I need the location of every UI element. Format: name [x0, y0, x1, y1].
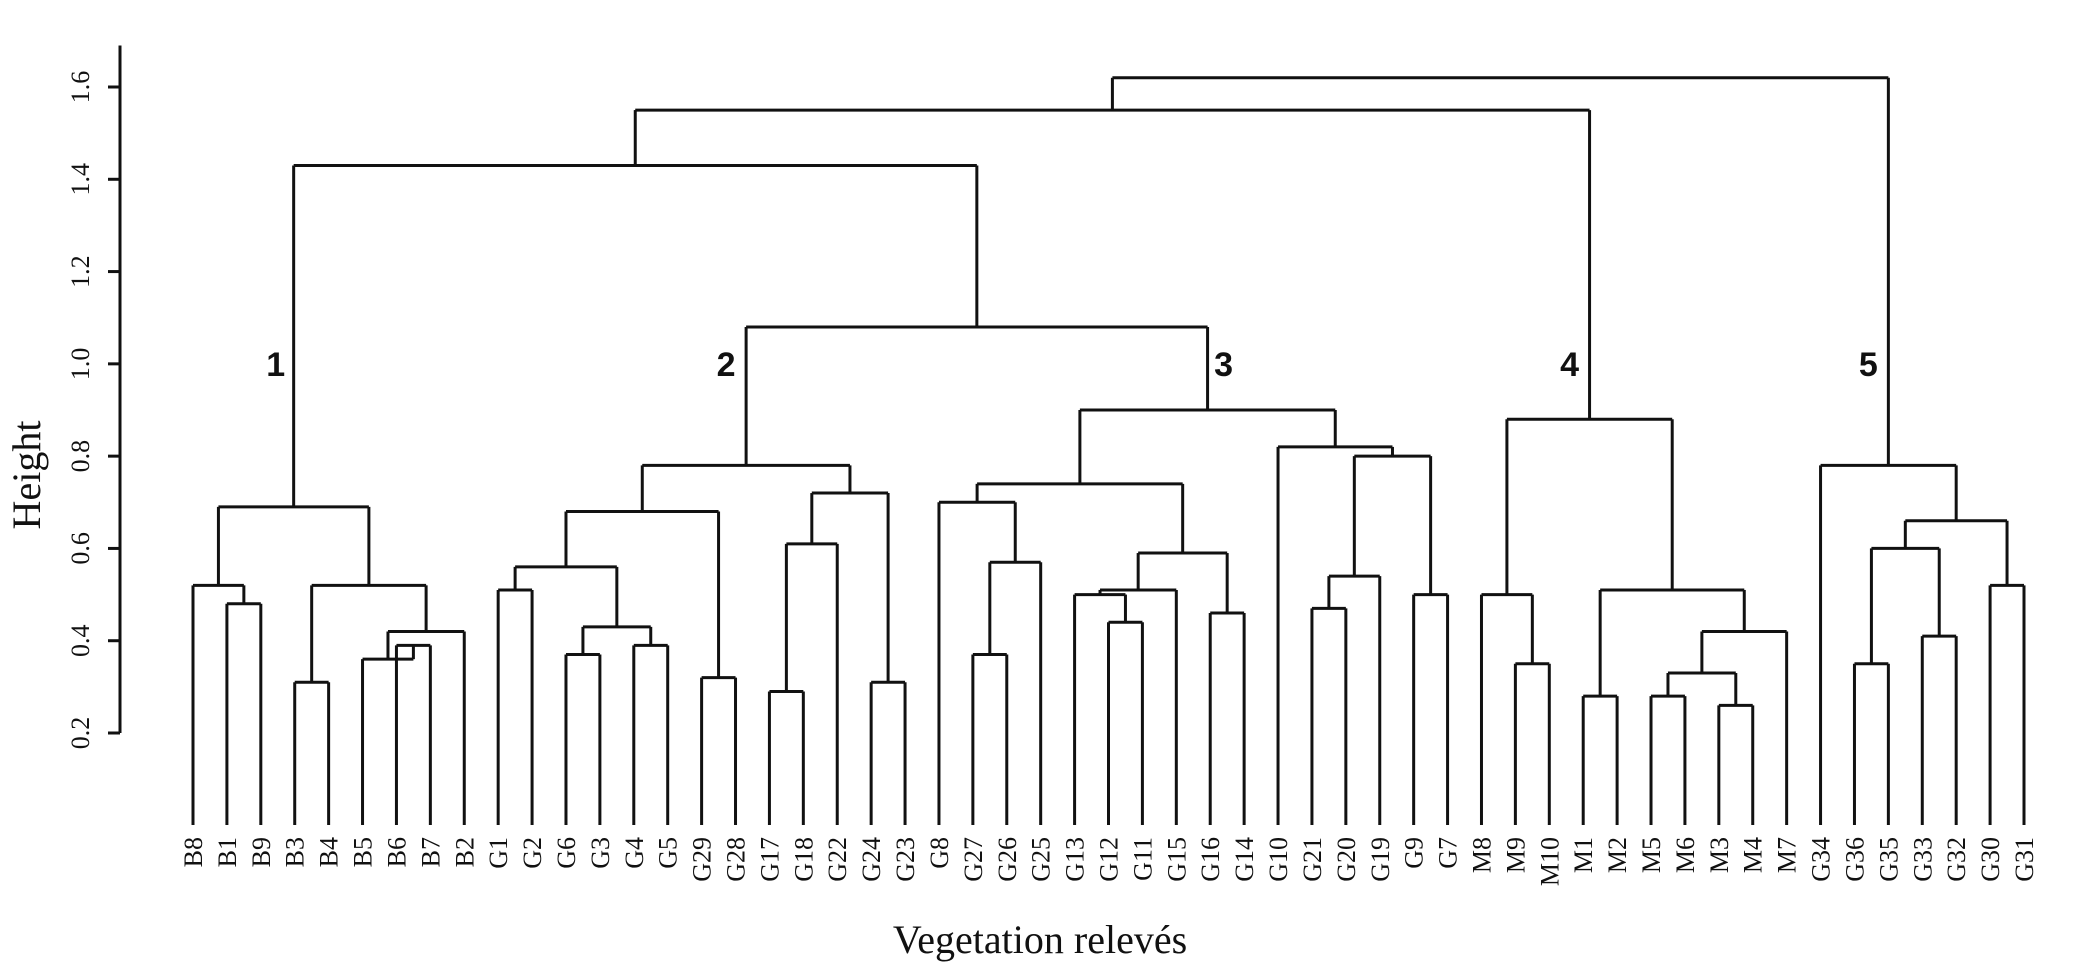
leaf-label: G21 — [1298, 837, 1327, 882]
leaf-label: G4 — [620, 837, 649, 869]
leaf-label: G10 — [1264, 837, 1293, 882]
leaf-label: B1 — [213, 837, 242, 867]
y-tick-label: 1.0 — [66, 348, 95, 381]
leaf-label: G24 — [857, 837, 886, 882]
leaf-label: M1 — [1569, 837, 1598, 873]
leaf-label: B2 — [450, 837, 479, 867]
leaf-label: G8 — [925, 837, 954, 869]
leaf-label: G27 — [959, 837, 988, 882]
y-tick-label: 0.6 — [66, 532, 95, 565]
leaf-label: G17 — [755, 837, 784, 882]
leaf-label: G35 — [1874, 837, 1903, 882]
leaf-labels: B8 B1 B9 B3 B4 B5 B6 B7 B2 G1 G2 G6 G3 G4 G5 G29 G28 G17 G… — [179, 837, 2039, 886]
leaf-label: B6 — [382, 837, 411, 867]
leaf-label: B4 — [315, 837, 344, 867]
leaf-label: M8 — [1467, 837, 1496, 873]
y-tick-label: 1.6 — [66, 71, 95, 104]
leaf-label: M6 — [1671, 837, 1700, 873]
leaf-label: G25 — [1027, 837, 1056, 882]
cluster-label: 5 — [1859, 346, 1878, 384]
y-tick-label: 0.4 — [66, 624, 95, 657]
leaf-label: G28 — [722, 837, 751, 882]
leaf-label: G6 — [552, 837, 581, 869]
leaf-label: B9 — [247, 837, 276, 867]
x-axis-title: Vegetation relevés — [893, 917, 1187, 962]
leaf-label: G14 — [1230, 837, 1259, 882]
y-tick-label: 1.2 — [66, 255, 95, 288]
y-tick-label: 0.8 — [66, 440, 95, 473]
leaf-label: G32 — [1942, 837, 1971, 882]
leaf-label: B3 — [281, 837, 310, 867]
cluster-labels: 1 2 3 4 5 — [266, 346, 1878, 384]
leaf-label: G26 — [993, 837, 1022, 882]
leaf-label: G11 — [1128, 837, 1157, 881]
leaf-label: M9 — [1501, 837, 1530, 873]
y-tick-label: 0.2 — [66, 717, 95, 750]
leaf-label: G16 — [1196, 837, 1225, 882]
leaf-label: G23 — [891, 837, 920, 882]
leaf-label: G5 — [654, 837, 683, 869]
leaf-label: G2 — [518, 837, 547, 869]
leaf-label: G9 — [1400, 837, 1429, 869]
leaf-label: M7 — [1773, 837, 1802, 873]
leaf-label: G29 — [688, 837, 717, 882]
y-axis: 0.2 0.4 0.6 0.8 1.0 1.2 1.4 1.6 — [66, 45, 122, 750]
cluster-label: 3 — [1214, 346, 1233, 384]
leaf-label: M4 — [1739, 837, 1768, 873]
leaf-label: M2 — [1603, 837, 1632, 873]
leaf-label: G3 — [586, 837, 615, 869]
leaf-label: G22 — [823, 837, 852, 882]
leaf-label: G19 — [1366, 837, 1395, 882]
y-tick-label: 1.4 — [66, 163, 95, 196]
leaf-label: G1 — [484, 837, 513, 869]
leaf-label: M3 — [1705, 837, 1734, 873]
leaf-label: B8 — [179, 837, 208, 867]
y-axis-title: Height — [4, 421, 49, 530]
leaf-label: M5 — [1637, 837, 1666, 873]
leaf-label: G13 — [1061, 837, 1090, 882]
cluster-label: 4 — [1560, 346, 1579, 384]
leaf-label: G36 — [1840, 837, 1869, 882]
leaf-label: M10 — [1535, 837, 1564, 886]
leaf-label: G18 — [789, 837, 818, 882]
leaf-label: G34 — [1807, 837, 1836, 882]
cluster-label: 1 — [266, 346, 285, 384]
leaf-label: G31 — [2010, 837, 2039, 882]
leaf-label: G30 — [1976, 837, 2005, 882]
leaf-label: G7 — [1434, 837, 1463, 869]
leaf-label: B7 — [416, 837, 445, 867]
dendrogram-branches — [191, 76, 2026, 825]
leaf-label: G15 — [1162, 837, 1191, 882]
leaf-label: G12 — [1095, 837, 1124, 882]
leaf-label: B5 — [349, 837, 378, 867]
leaf-label: G20 — [1332, 837, 1361, 882]
leaf-label: G33 — [1908, 837, 1937, 882]
cluster-label: 2 — [717, 346, 736, 384]
